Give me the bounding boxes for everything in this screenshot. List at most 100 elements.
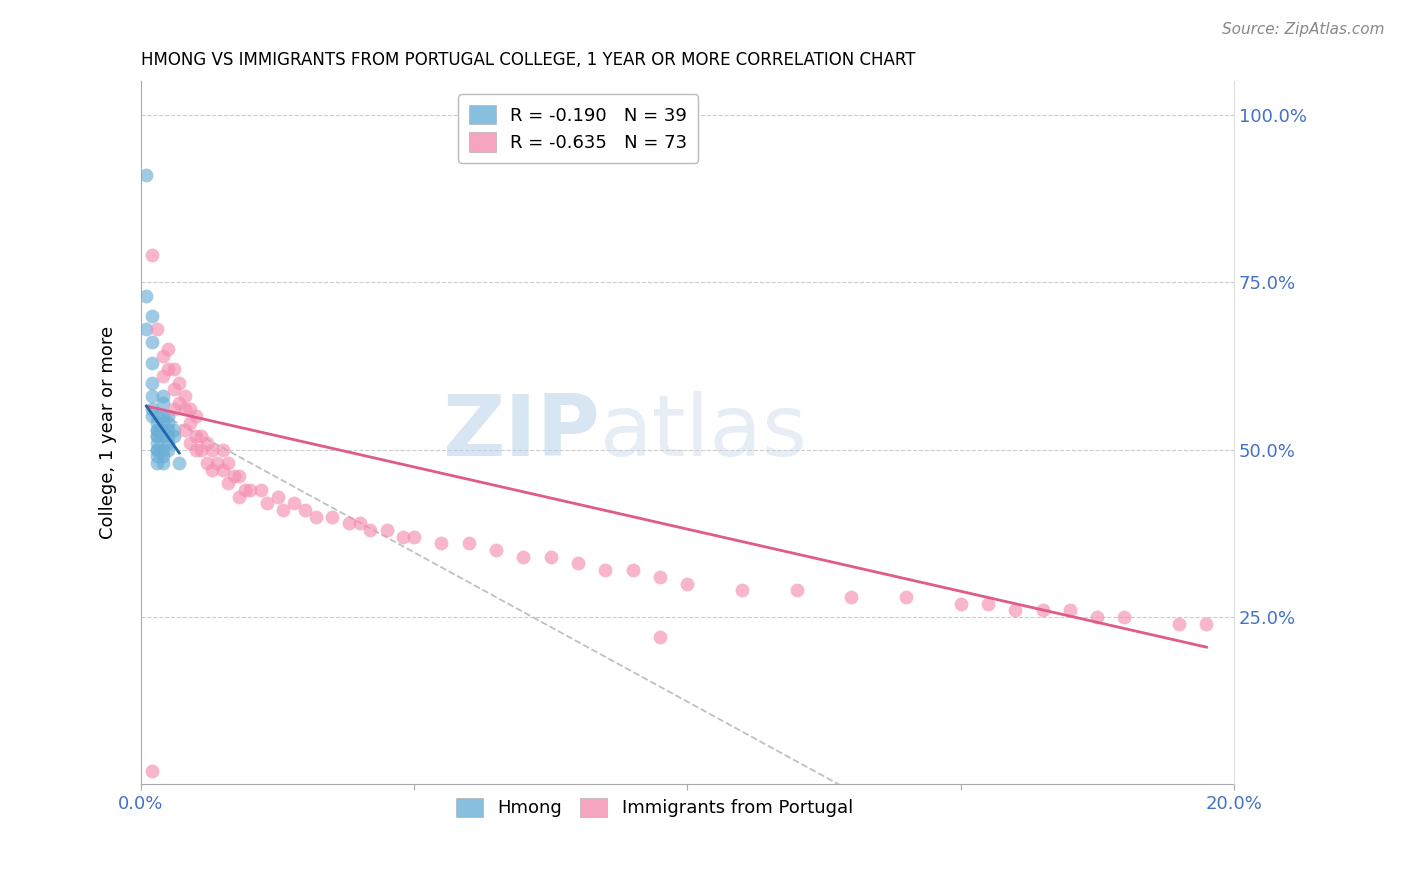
- Point: [228, 469, 250, 483]
- Point: [207, 456, 229, 470]
- Point: [135, 168, 157, 182]
- Point: [540, 549, 562, 564]
- Point: [294, 503, 316, 517]
- Point: [1031, 603, 1053, 617]
- Point: [217, 476, 239, 491]
- Point: [190, 429, 212, 443]
- Point: [392, 530, 415, 544]
- Point: [321, 509, 343, 524]
- Point: [141, 309, 163, 323]
- Point: [135, 288, 157, 302]
- Point: [167, 396, 190, 410]
- Point: [184, 442, 207, 457]
- Point: [648, 630, 671, 644]
- Point: [157, 423, 180, 437]
- Point: [266, 490, 288, 504]
- Point: [1168, 616, 1191, 631]
- Point: [239, 483, 262, 497]
- Point: [190, 442, 212, 457]
- Point: [195, 456, 218, 470]
- Point: [146, 429, 169, 443]
- Point: [179, 402, 201, 417]
- Point: [146, 416, 169, 430]
- Point: [217, 456, 239, 470]
- Point: [228, 490, 250, 504]
- Point: [375, 523, 398, 537]
- Point: [146, 436, 169, 450]
- Point: [179, 436, 201, 450]
- Point: [595, 563, 617, 577]
- Point: [141, 409, 163, 424]
- Point: [152, 423, 174, 437]
- Point: [157, 362, 180, 376]
- Point: [839, 590, 862, 604]
- Point: [152, 450, 174, 464]
- Text: HMONG VS IMMIGRANTS FROM PORTUGAL COLLEGE, 1 YEAR OR MORE CORRELATION CHART: HMONG VS IMMIGRANTS FROM PORTUGAL COLLEG…: [141, 51, 915, 69]
- Point: [157, 409, 180, 424]
- Point: [152, 349, 174, 363]
- Point: [163, 402, 186, 417]
- Point: [152, 368, 174, 383]
- Point: [173, 423, 195, 437]
- Point: [141, 335, 163, 350]
- Point: [157, 436, 180, 450]
- Point: [283, 496, 305, 510]
- Point: [359, 523, 381, 537]
- Point: [648, 570, 671, 584]
- Point: [167, 456, 190, 470]
- Point: [179, 416, 201, 430]
- Point: [157, 429, 180, 443]
- Point: [152, 396, 174, 410]
- Point: [621, 563, 644, 577]
- Point: [141, 248, 163, 262]
- Point: [201, 442, 224, 457]
- Point: [1059, 603, 1081, 617]
- Point: [512, 549, 534, 564]
- Point: [157, 442, 180, 457]
- Point: [404, 530, 426, 544]
- Point: [731, 583, 754, 598]
- Point: [222, 469, 245, 483]
- Point: [305, 509, 328, 524]
- Text: atlas: atlas: [600, 392, 808, 475]
- Point: [212, 463, 235, 477]
- Point: [233, 483, 256, 497]
- Point: [146, 322, 169, 336]
- Point: [157, 416, 180, 430]
- Point: [457, 536, 479, 550]
- Point: [163, 383, 186, 397]
- Point: [146, 423, 169, 437]
- Y-axis label: College, 1 year or more: College, 1 year or more: [100, 326, 117, 540]
- Point: [146, 442, 169, 457]
- Point: [195, 436, 218, 450]
- Point: [949, 597, 972, 611]
- Point: [212, 442, 235, 457]
- Point: [152, 416, 174, 430]
- Point: [1085, 610, 1108, 624]
- Point: [135, 322, 157, 336]
- Point: [163, 429, 186, 443]
- Point: [157, 342, 180, 356]
- Point: [141, 376, 163, 390]
- Point: [256, 496, 278, 510]
- Point: [141, 355, 163, 369]
- Point: [141, 402, 163, 417]
- Point: [152, 409, 174, 424]
- Point: [349, 516, 371, 531]
- Point: [430, 536, 453, 550]
- Point: [977, 597, 1000, 611]
- Point: [337, 516, 360, 531]
- Point: [1004, 603, 1026, 617]
- Point: [250, 483, 273, 497]
- Point: [201, 463, 224, 477]
- Point: [146, 409, 169, 424]
- Point: [894, 590, 917, 604]
- Point: [271, 503, 294, 517]
- Point: [141, 389, 163, 403]
- Point: [567, 557, 589, 571]
- Point: [152, 442, 174, 457]
- Point: [184, 429, 207, 443]
- Point: [163, 423, 186, 437]
- Point: [146, 442, 169, 457]
- Point: [173, 389, 195, 403]
